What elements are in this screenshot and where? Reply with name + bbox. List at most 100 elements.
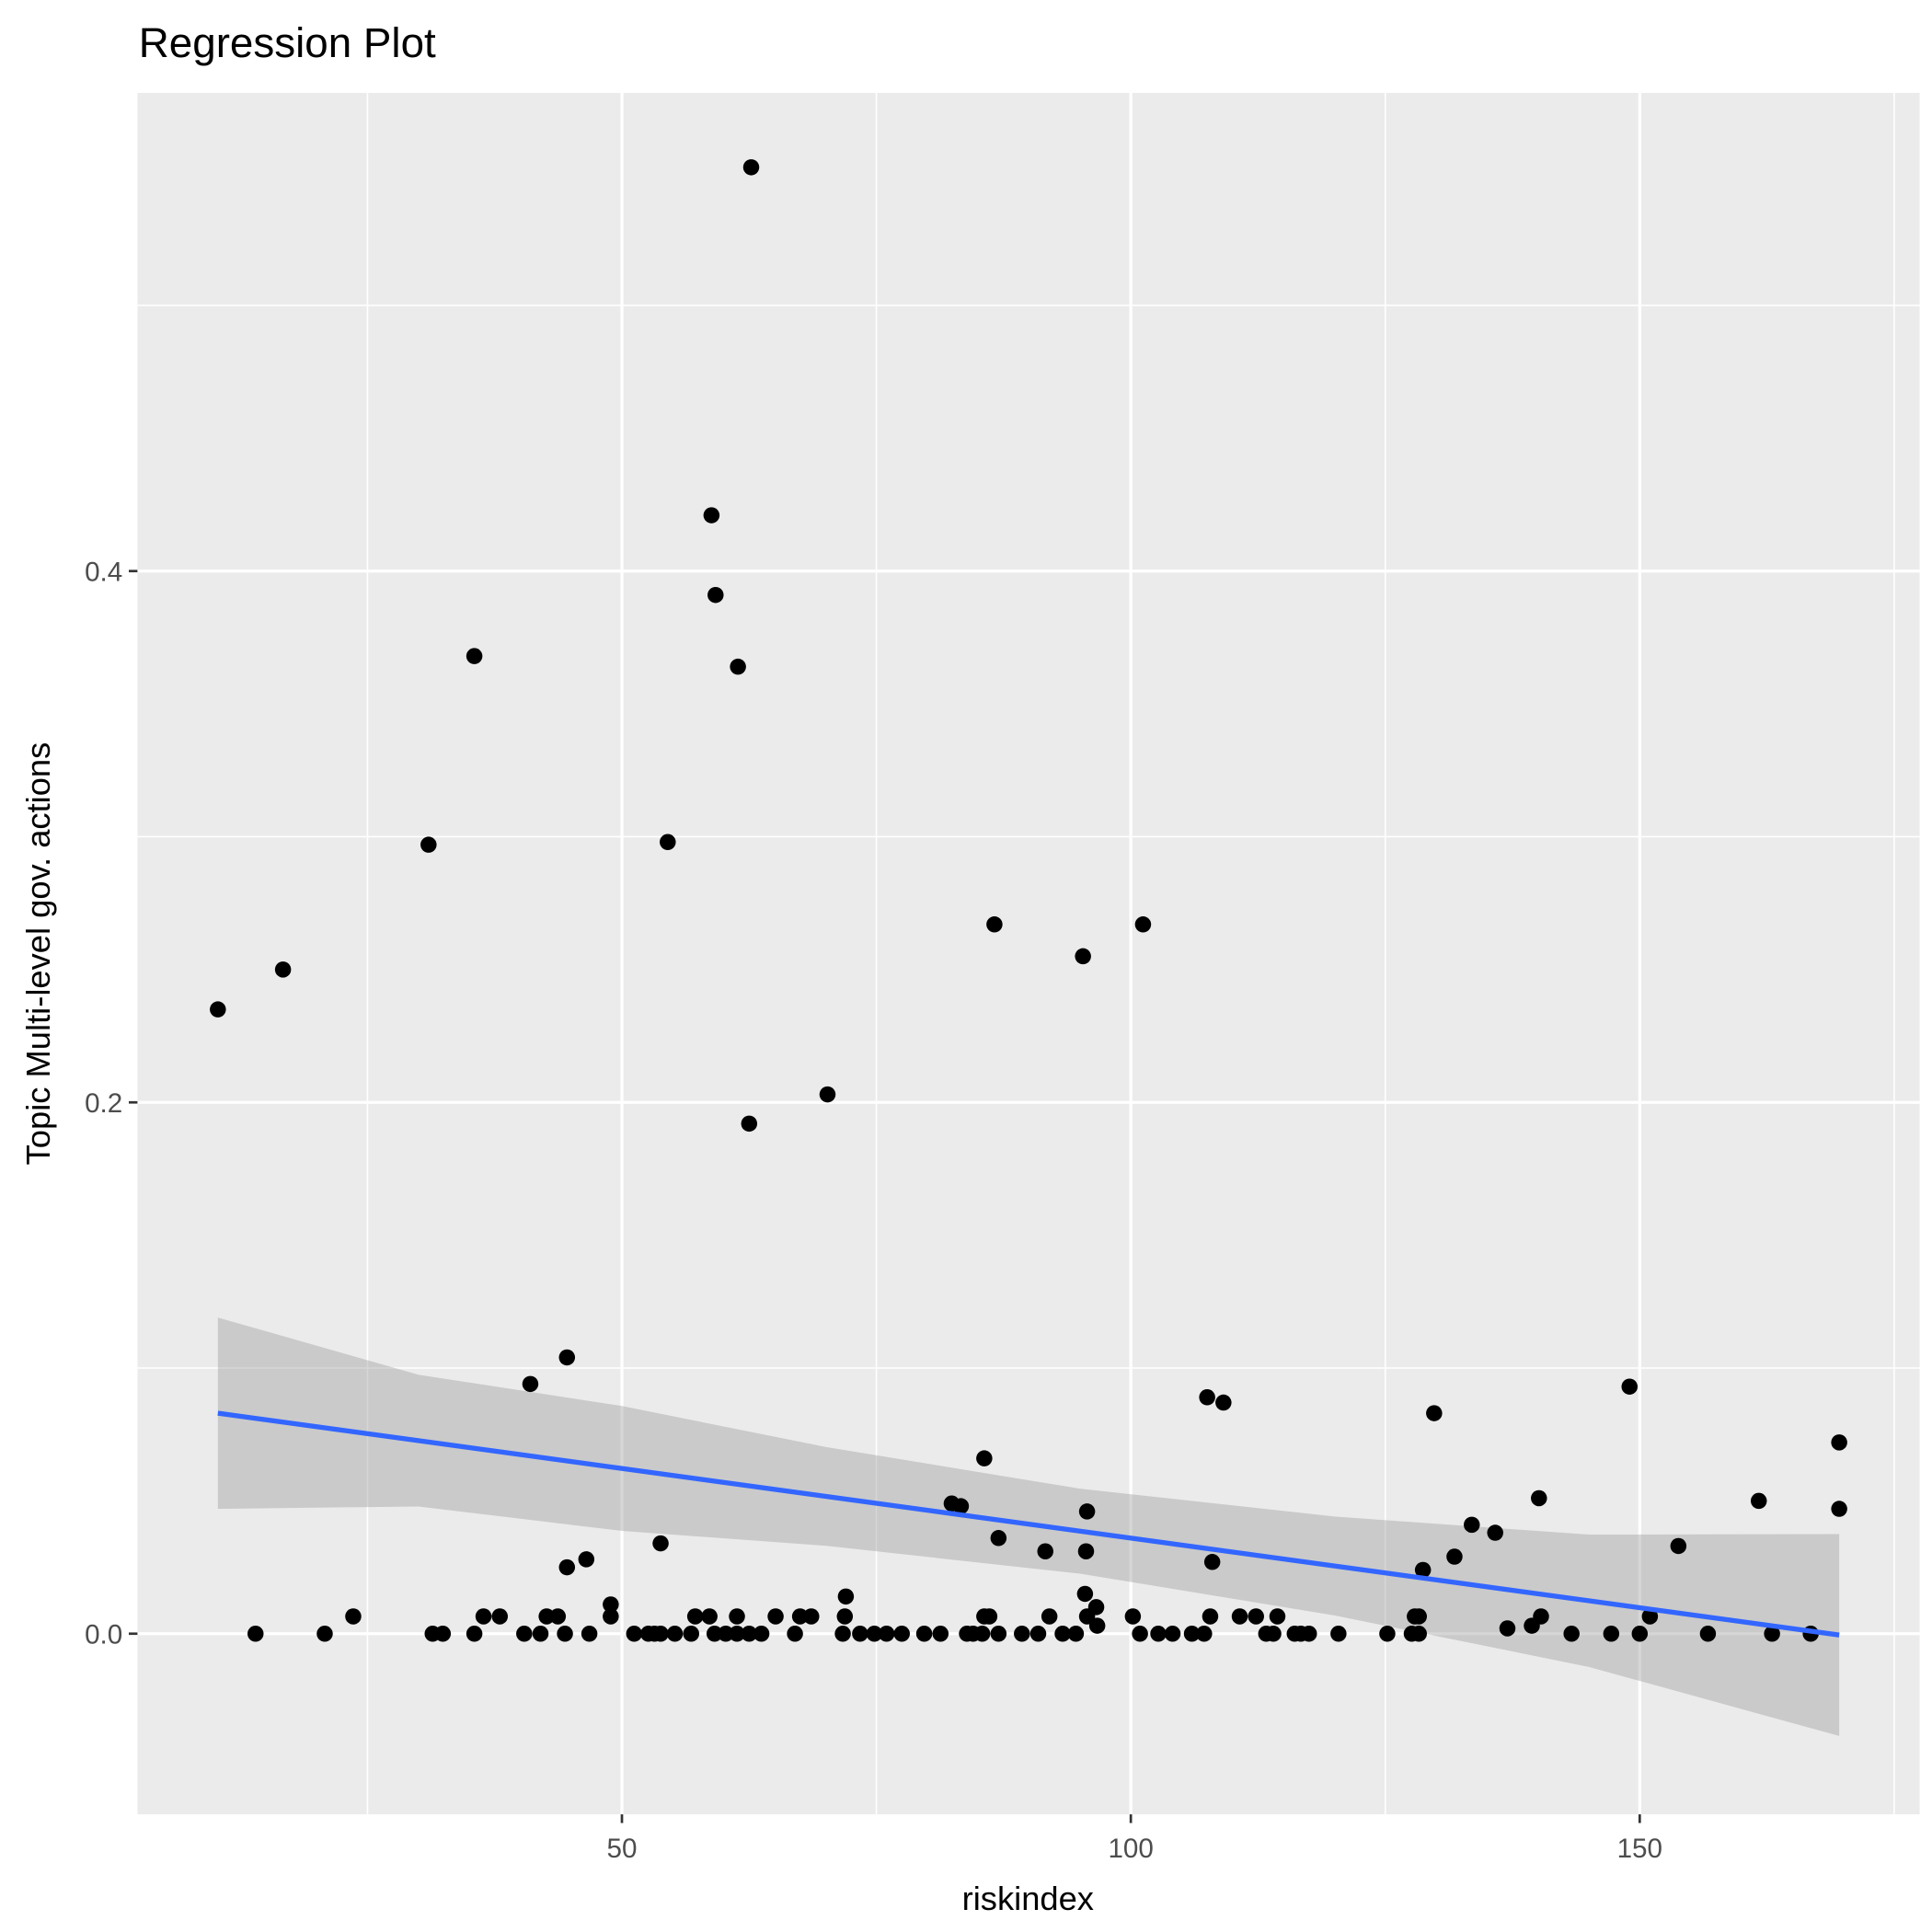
- data-point: [1269, 1608, 1286, 1625]
- data-point: [316, 1626, 333, 1642]
- data-point: [1029, 1626, 1047, 1642]
- data-point: [837, 1588, 855, 1605]
- data-point: [1410, 1608, 1427, 1625]
- data-point: [1183, 1626, 1201, 1642]
- data-point: [1132, 1626, 1148, 1642]
- confidence-band: [217, 1317, 1840, 1736]
- data-point: [1750, 1492, 1767, 1510]
- data-point: [952, 1498, 970, 1514]
- data-point: [703, 507, 720, 523]
- data-point: [1124, 1608, 1142, 1625]
- data-point: [1414, 1561, 1432, 1579]
- data-point: [1088, 1617, 1106, 1634]
- data-point: [434, 1626, 452, 1642]
- data-point: [990, 1626, 1007, 1642]
- data-point: [915, 1626, 933, 1642]
- data-point: [581, 1626, 598, 1642]
- data-point: [475, 1608, 492, 1625]
- data-point: [522, 1375, 539, 1393]
- data-point: [538, 1608, 555, 1625]
- data-point: [247, 1626, 264, 1642]
- plot-panel: [137, 92, 1920, 1815]
- data-point: [701, 1608, 718, 1625]
- data-point: [1202, 1608, 1219, 1625]
- data-point: [652, 1626, 669, 1642]
- data-point: [742, 159, 760, 176]
- data-point: [767, 1608, 784, 1625]
- x-tick-label: 100: [1108, 1834, 1153, 1864]
- data-point: [1265, 1626, 1282, 1642]
- data-point: [1603, 1626, 1620, 1642]
- data-point: [274, 961, 292, 978]
- data-point: [466, 1626, 483, 1642]
- data-point: [1531, 1489, 1547, 1507]
- data-point: [707, 586, 724, 604]
- data-point: [819, 1086, 836, 1103]
- data-point: [787, 1626, 803, 1642]
- data-point: [1203, 1554, 1221, 1570]
- data-point: [1199, 1389, 1215, 1406]
- data-point: [1014, 1626, 1030, 1642]
- x-tick-label: 150: [1617, 1834, 1662, 1864]
- data-point: [1037, 1543, 1053, 1559]
- data-point: [666, 1626, 684, 1642]
- data-point: [1330, 1626, 1347, 1642]
- x-axis: 50 100 150: [607, 1814, 1662, 1864]
- data-point: [660, 834, 676, 851]
- grid-minor: [137, 92, 1920, 1815]
- data-point: [976, 1450, 993, 1466]
- data-point: [1076, 1585, 1094, 1603]
- data-point: [1426, 1405, 1443, 1421]
- y-tick-label: 0.2: [85, 1088, 122, 1119]
- data-point: [741, 1626, 758, 1642]
- data-point: [1670, 1537, 1687, 1555]
- data-point: [878, 1626, 895, 1642]
- regression-line: [217, 1410, 1840, 1638]
- data-point: [990, 1530, 1007, 1547]
- data-point: [1410, 1626, 1427, 1642]
- data-point: [1134, 916, 1152, 933]
- data-point: [932, 1626, 949, 1642]
- data-point: [626, 1626, 643, 1642]
- data-point: [557, 1626, 573, 1642]
- data-point: [706, 1626, 723, 1642]
- data-point: [973, 1626, 991, 1642]
- data-point: [718, 1626, 734, 1642]
- data-point: [683, 1626, 699, 1642]
- data-point: [753, 1626, 770, 1642]
- data-point: [1075, 948, 1091, 965]
- data-point: [558, 1349, 576, 1366]
- y-axis-label: Topic Multi-level gov. actions: [19, 742, 57, 1166]
- data-point: [686, 1608, 704, 1625]
- data-point: [1524, 1617, 1540, 1634]
- data-point: [741, 1115, 758, 1133]
- data-point: [652, 1535, 669, 1552]
- data-point: [836, 1608, 854, 1625]
- data-point: [729, 1608, 745, 1625]
- data-point: [866, 1626, 883, 1642]
- data-point: [1764, 1626, 1780, 1642]
- data-point: [1699, 1626, 1717, 1642]
- data-point: [1077, 1543, 1095, 1559]
- data-point: [1641, 1608, 1659, 1625]
- data-point: [803, 1608, 820, 1625]
- data-point: [1621, 1378, 1638, 1395]
- y-tick-label: 0.0: [85, 1620, 122, 1650]
- data-point: [1078, 1608, 1096, 1625]
- data-points: [210, 159, 1847, 1642]
- data-point: [730, 658, 746, 675]
- y-axis: 0.0 0.2 0.4: [85, 557, 138, 1650]
- x-tick-label: 50: [607, 1834, 638, 1864]
- data-point: [420, 836, 437, 853]
- data-point: [210, 1001, 226, 1018]
- data-point: [549, 1608, 567, 1625]
- y-tick-label: 0.4: [85, 557, 122, 587]
- data-point: [1196, 1626, 1213, 1642]
- chart-title: Regression Plot: [139, 19, 436, 66]
- data-point: [1446, 1548, 1463, 1565]
- x-axis-label: riskindex: [962, 1880, 1094, 1917]
- data-point: [834, 1626, 851, 1642]
- data-point: [1215, 1394, 1232, 1411]
- data-point: [466, 648, 483, 664]
